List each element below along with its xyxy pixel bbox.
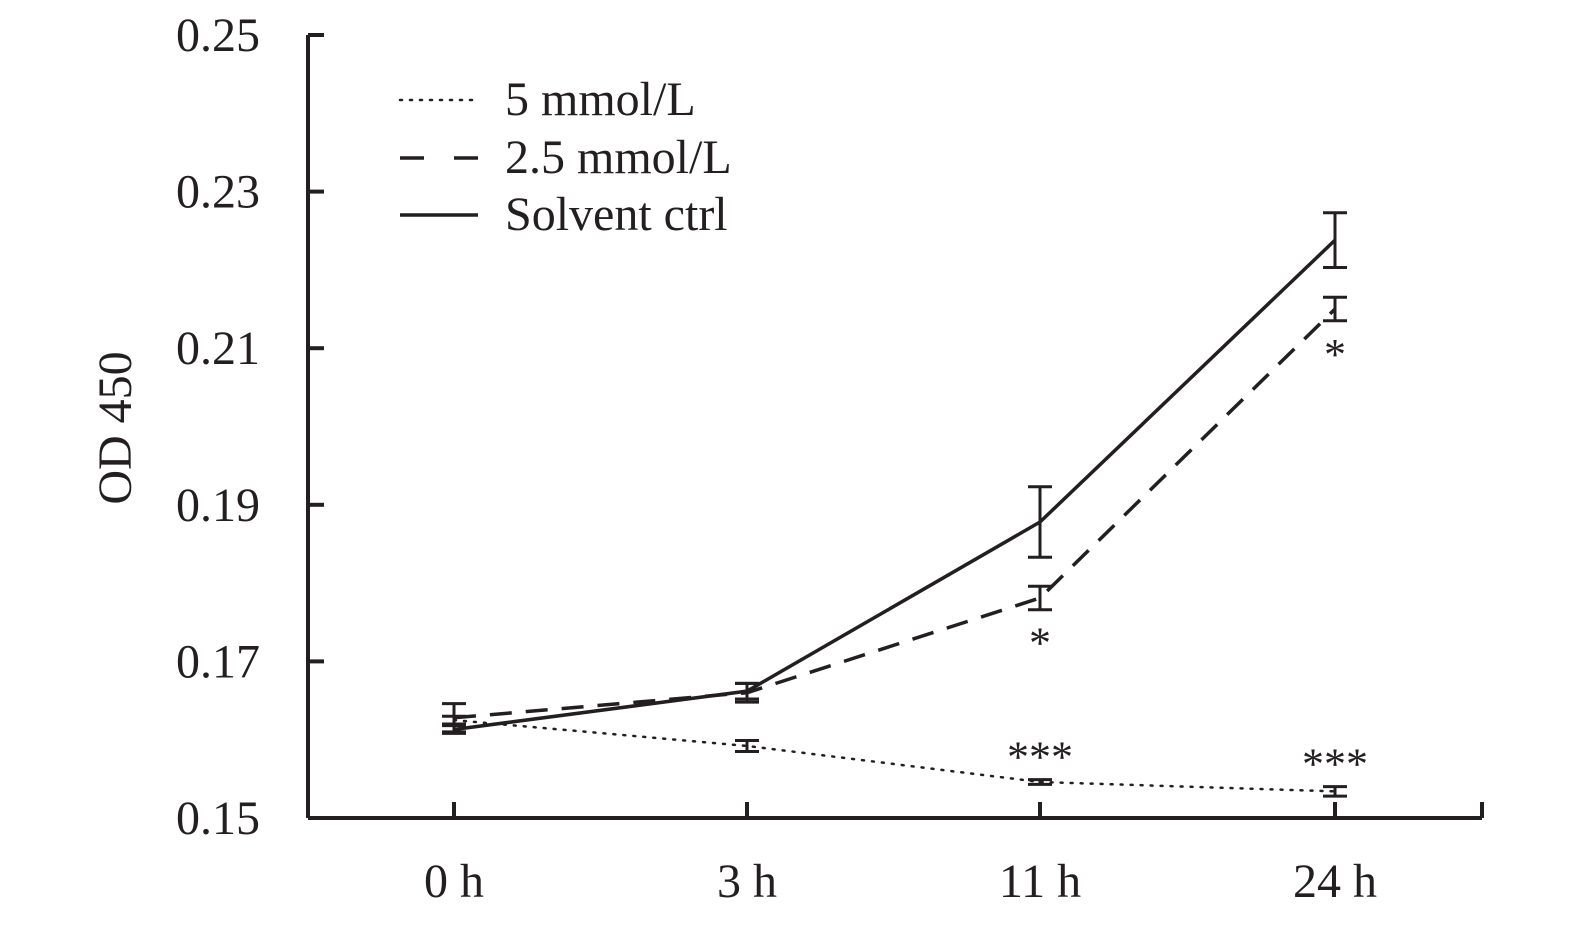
error-bar (1323, 785, 1347, 798)
y-axis-title: OD 450 (89, 351, 142, 504)
x-tick-label: 24 h (1293, 855, 1377, 908)
y-tick-label: 0.21 (176, 322, 260, 375)
series-dotted: *** *** (442, 714, 1368, 798)
series-line (452, 718, 1337, 793)
error-bar (1028, 485, 1052, 559)
error-bar (1323, 211, 1347, 270)
legend-label: 2.5 mmol/L (505, 131, 732, 184)
x-tick-label: 3 h (717, 855, 777, 908)
significance-marker: * (1324, 330, 1346, 379)
legend-label: 5 mmol/L (505, 73, 696, 126)
y-tick-label: 0.15 (176, 792, 260, 845)
axes: 0.15 0.17 0.19 0.21 0.23 0.25 0 h 3 h 11 h 24 h (176, 9, 1484, 908)
legend-label: Solvent ctrl (505, 188, 728, 241)
x-tick-label: 11 h (999, 855, 1081, 908)
series-solid (442, 211, 1347, 735)
error-bar (735, 738, 759, 753)
error-bar (735, 681, 759, 701)
x-tick-label: 0 h (424, 855, 484, 908)
error-bar (1028, 778, 1052, 786)
error-bar (442, 724, 466, 735)
significance-marker: * (1029, 619, 1051, 668)
error-bar (1028, 584, 1052, 612)
y-tick-label: 0.19 (176, 479, 260, 532)
legend-item: 5 mmol/L (398, 73, 696, 126)
error-bar (1323, 295, 1347, 323)
significance-marker: *** (1302, 740, 1368, 789)
y-tick-label: 0.17 (176, 635, 260, 688)
legend-item: Solvent ctrl (400, 188, 728, 241)
legend-item: 2.5 mmol/L (400, 131, 732, 184)
series-layer: *** ***** (442, 211, 1368, 798)
series-line (453, 238, 1337, 732)
series-line (453, 307, 1337, 720)
y-tick-label: 0.25 (176, 9, 260, 62)
series-dashed: ** (442, 295, 1347, 734)
significance-marker: *** (1007, 733, 1073, 782)
y-tick-label: 0.23 (176, 166, 260, 219)
